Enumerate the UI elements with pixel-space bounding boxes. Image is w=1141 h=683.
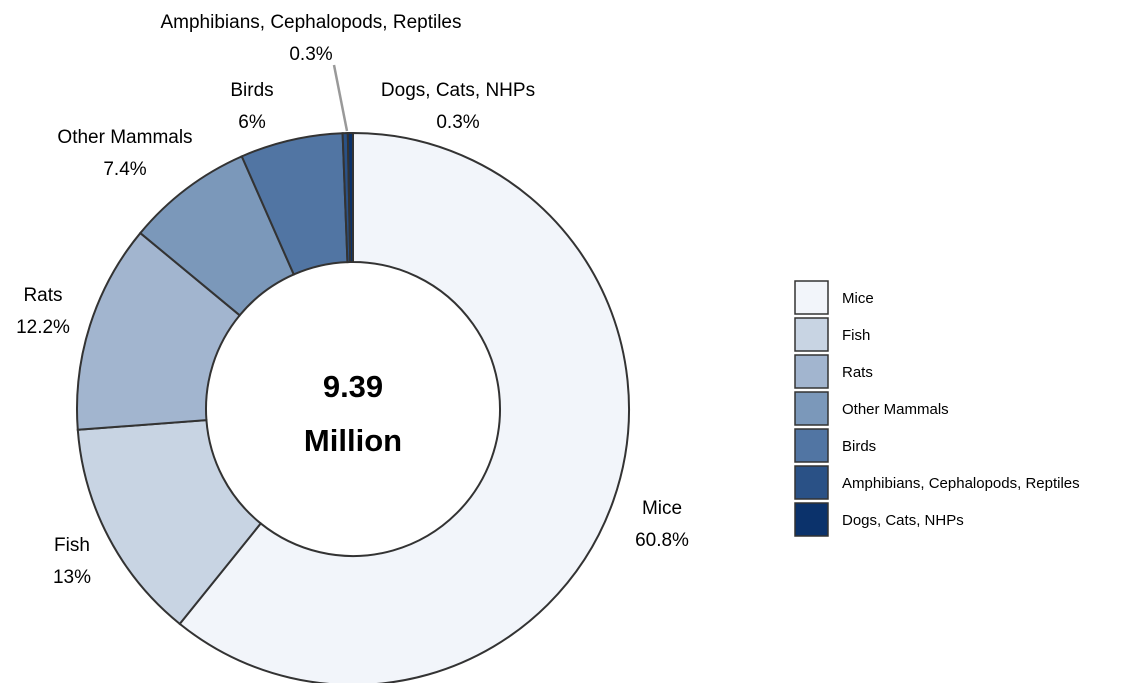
label-value-amphibians-cephalopods-reptiles: 0.3% (289, 44, 332, 65)
slice-mice (178, 131, 630, 683)
label-name-amphibians-cephalopods-reptiles: Amphibians, Cephalopods, Reptiles (160, 12, 461, 33)
legend-swatch-other-mammals (794, 391, 829, 426)
label-value-rats: 12.2% (16, 317, 70, 338)
label-name-rats: Rats (23, 285, 62, 306)
amphibians-leader-line (332, 64, 349, 132)
label-value-mice: 60.8% (635, 530, 689, 551)
legend-label-other-mammals: Other Mammals (842, 401, 949, 418)
legend-label-fish: Fish (842, 327, 870, 344)
label-name-fish: Fish (54, 535, 90, 556)
center-value: 9.39 (323, 369, 383, 404)
label-value-other-mammals: 7.4% (103, 159, 146, 180)
legend-swatch-dogs-cats-nhps (794, 502, 829, 537)
slice-fish (76, 419, 263, 626)
label-value-dogs-cats-nhps: 0.3% (436, 112, 479, 133)
legend-swatch-rats (794, 354, 829, 389)
legend-swatch-birds (794, 428, 829, 463)
legend-swatch-fish (794, 317, 829, 352)
label-value-birds: 6% (238, 112, 266, 133)
label-value-fish: 13% (53, 567, 91, 588)
label-name-dogs-cats-nhps: Dogs, Cats, NHPs (381, 80, 535, 101)
label-name-birds: Birds (230, 80, 273, 101)
label-name-other-mammals: Other Mammals (57, 127, 192, 148)
center-unit: Million (304, 423, 402, 458)
legend-swatch-amphibians-cephalopods-reptiles (794, 465, 829, 500)
legend: Mice Fish Rats Other Mammals Birds Amphibians… (794, 280, 1080, 537)
slice-dogs-cats-nhps (346, 131, 354, 264)
label-name-mice: Mice (642, 498, 682, 519)
legend-label-birds: Birds (842, 438, 876, 455)
legend-label-mice: Mice (842, 290, 874, 307)
legend-label-amphibians-cephalopods-reptiles: Amphibians, Cephalopods, Reptiles (842, 475, 1080, 492)
donut-slices (76, 131, 630, 683)
legend-label-rats: Rats (842, 364, 873, 381)
slice-labels: Mice 60.8% Fish 13% Rats 12.2% Other Mammals 7.… (16, 12, 689, 588)
legend-label-dogs-cats-nhps: Dogs, Cats, NHPs (842, 512, 964, 529)
legend-swatch-mice (794, 280, 829, 315)
